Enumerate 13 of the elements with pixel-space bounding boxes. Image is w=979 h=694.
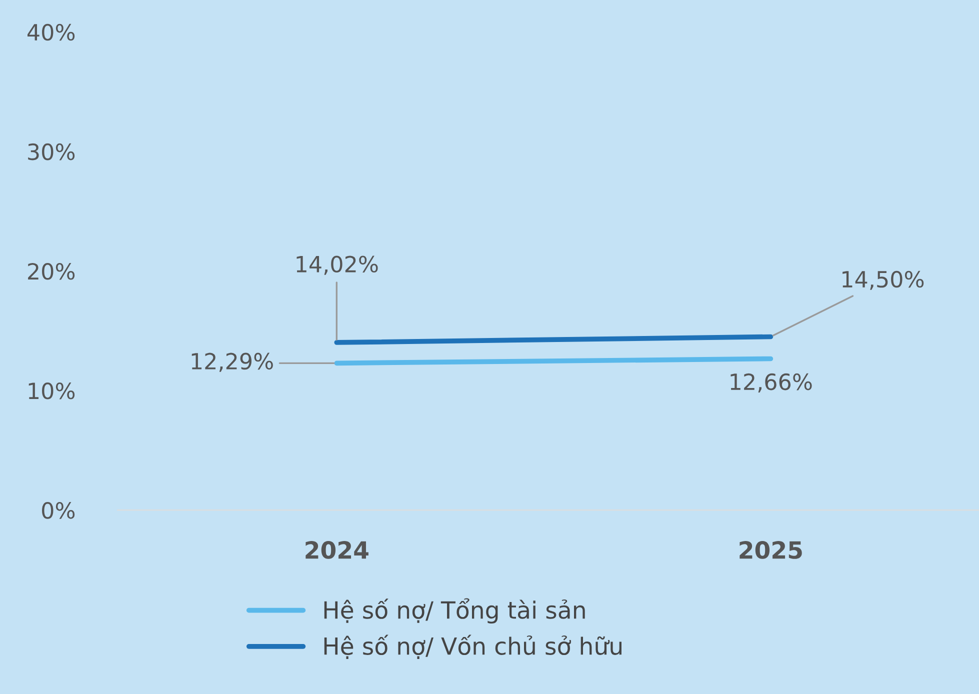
legend-label: Hệ số nợ/ Vốn chủ sở hữu bbox=[324, 634, 622, 659]
y-tick-label: 0% bbox=[42, 502, 75, 519]
y-tick-label: 10% bbox=[28, 382, 75, 400]
data-label: 12,66% bbox=[730, 373, 812, 392]
data-label: 14,50% bbox=[842, 270, 924, 290]
x-tick-label: 2025 bbox=[740, 541, 802, 559]
y-tick-label: 40% bbox=[28, 24, 75, 41]
legend-label: Hệ số nợ/ Tổng tài sản bbox=[324, 598, 585, 624]
y-tick-label: 20% bbox=[28, 262, 75, 280]
data-label: 12,29% bbox=[192, 352, 273, 372]
x-tick-label: 2024 bbox=[306, 541, 368, 559]
data-label: 14,02% bbox=[296, 256, 378, 275]
y-tick-label: 30% bbox=[28, 143, 75, 160]
